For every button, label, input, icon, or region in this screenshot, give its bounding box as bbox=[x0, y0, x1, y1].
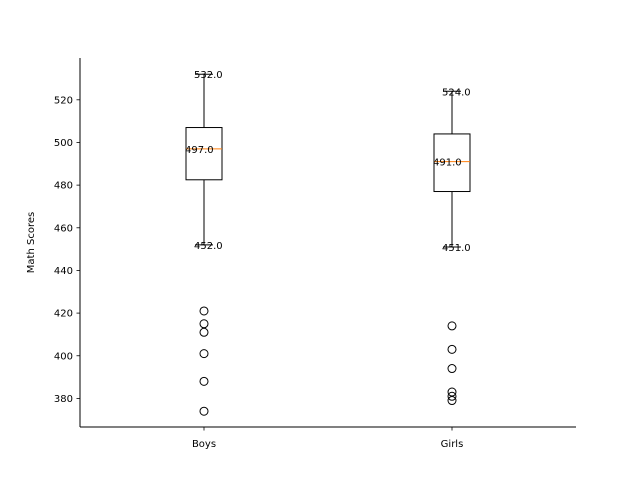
outlier-point bbox=[447, 387, 457, 397]
y-axis-label: Math Scores bbox=[26, 212, 37, 273]
outlier-point bbox=[447, 364, 457, 374]
outlier-point bbox=[447, 396, 457, 406]
axes bbox=[79, 58, 576, 428]
outlier-point bbox=[199, 306, 209, 316]
max-label: 532.0 bbox=[194, 70, 223, 81]
outlier-point bbox=[199, 349, 209, 359]
x-tick-label: Girls bbox=[441, 439, 464, 450]
outlier-point bbox=[199, 319, 209, 329]
outlier-point bbox=[199, 406, 209, 416]
y-tick-label: 440 bbox=[54, 266, 73, 277]
box-group-boys: 532.0 497.0 452.0 bbox=[185, 70, 223, 416]
median-label: 491.0 bbox=[433, 158, 462, 169]
outlier-point bbox=[447, 344, 457, 354]
box-group-girls: 524.0 491.0 451.0 bbox=[433, 87, 471, 406]
outlier-point bbox=[447, 391, 457, 401]
x-axis-ticks: Boys Girls bbox=[192, 427, 463, 450]
boxes: 532.0 497.0 452.0 524.0 491.0 451.0 bbox=[185, 70, 471, 416]
y-axis-ticks: 380 400 420 440 460 480 500 520 bbox=[54, 95, 80, 405]
y-tick-label: 460 bbox=[54, 223, 73, 234]
outlier-point bbox=[199, 327, 209, 337]
min-label: 452.0 bbox=[194, 241, 223, 252]
outlier-point bbox=[199, 376, 209, 386]
y-tick-label: 380 bbox=[54, 394, 73, 405]
y-tick-label: 520 bbox=[54, 95, 73, 106]
y-tick-label: 480 bbox=[54, 181, 73, 192]
y-tick-label: 500 bbox=[54, 138, 73, 149]
y-tick-label: 400 bbox=[54, 351, 73, 362]
outlier-point bbox=[447, 321, 457, 331]
max-label: 524.0 bbox=[442, 87, 471, 98]
median-label: 497.0 bbox=[185, 145, 214, 156]
y-tick-label: 420 bbox=[54, 309, 73, 320]
iqr-box bbox=[433, 133, 471, 193]
iqr-box bbox=[185, 127, 223, 181]
min-label: 451.0 bbox=[442, 243, 471, 254]
x-tick-label: Boys bbox=[192, 439, 216, 450]
